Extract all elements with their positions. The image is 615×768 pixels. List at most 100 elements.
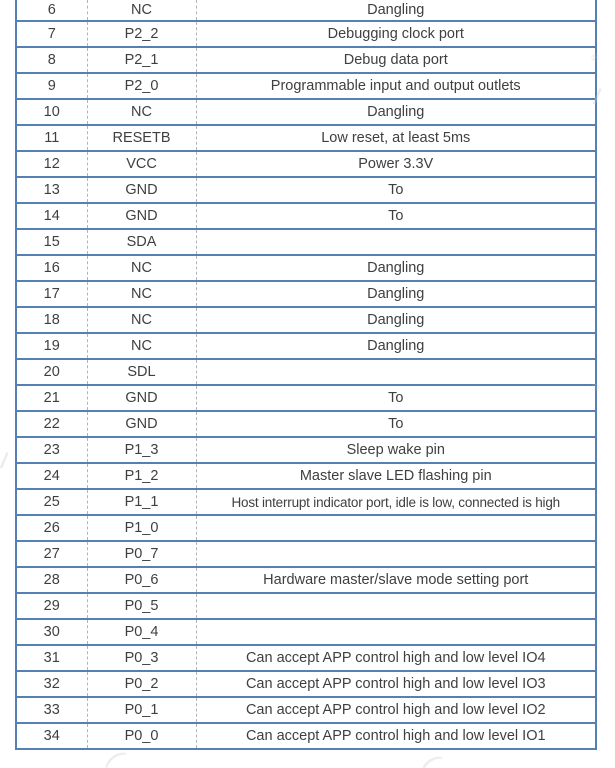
pin-description-cell <box>196 593 596 620</box>
table-row: 32 P0_2 Can accept APP control high and lo… <box>16 671 596 698</box>
table-row: 16 NC Dangling <box>16 255 596 282</box>
table-row: 29 P0_5 <box>16 593 596 620</box>
pin-description-cell: Dangling <box>196 281 596 308</box>
pin-name-cell: GND <box>87 411 197 438</box>
pin-description-cell: To <box>196 411 596 438</box>
pin-description-cell: Low reset, at least 5ms <box>196 125 596 152</box>
pin-description-cell: Can accept APP control high and low leve… <box>196 645 596 672</box>
pin-number-cell: 24 <box>16 463 88 490</box>
pin-description-cell: Dangling <box>196 0 596 22</box>
table-row: 24 P1_2 Master slave LED flashing pin <box>16 463 596 490</box>
pin-description-cell: Can accept APP control high and low leve… <box>196 723 596 750</box>
table-row: 12 VCC Power 3.3V <box>16 151 596 178</box>
pin-table-body: 6 NC Dangling 7 P2_2 Debugging clock port 8 P2_… <box>16 0 596 750</box>
table-row: 31 P0_3 Can accept APP control high and lo… <box>16 645 596 672</box>
pin-name-cell: P1_2 <box>87 463 197 490</box>
pin-number-cell: 9 <box>16 73 88 100</box>
pin-number-cell: 11 <box>16 125 88 152</box>
pin-name-cell: NC <box>87 307 197 334</box>
table-row: 25 P1_1 Host interrupt indicator port, idl… <box>16 489 596 516</box>
pin-description-cell: Dangling <box>196 99 596 126</box>
pin-number-cell: 6 <box>16 0 88 22</box>
watermark-fragment: / <box>0 447 10 474</box>
table-row: 8 P2_1 Debug data port <box>16 47 596 74</box>
pin-number-cell: 23 <box>16 437 88 464</box>
table-row: 11 RESETB Low reset, at least 5ms <box>16 125 596 152</box>
pin-number-cell: 19 <box>16 333 88 360</box>
table-row: 14 GND To <box>16 203 596 230</box>
pin-description-cell <box>196 541 596 568</box>
pin-description-cell: Can accept APP control high and low leve… <box>196 671 596 698</box>
pin-number-cell: 17 <box>16 281 88 308</box>
watermark-fragment: ( <box>417 748 448 768</box>
pin-description-cell: To <box>196 385 596 412</box>
table-row: 13 GND To <box>16 177 596 204</box>
table-row: 15 SDA <box>16 229 596 256</box>
table-row: 27 P0_7 <box>16 541 596 568</box>
pin-name-cell: NC <box>87 0 197 22</box>
pin-name-cell: GND <box>87 177 197 204</box>
pin-description-cell: To <box>196 203 596 230</box>
pin-name-cell: P0_0 <box>87 723 197 750</box>
pin-number-cell: 32 <box>16 671 88 698</box>
pin-name-cell: NC <box>87 99 197 126</box>
pin-name-cell: NC <box>87 333 197 360</box>
pin-number-cell: 15 <box>16 229 88 256</box>
table-row: 30 P0_4 <box>16 619 596 646</box>
pin-number-cell: 16 <box>16 255 88 282</box>
pin-number-cell: 13 <box>16 177 88 204</box>
pin-name-cell: P1_1 <box>87 489 197 516</box>
pin-name-cell: GND <box>87 385 197 412</box>
pin-description-cell: Host interrupt indicator port, idle is l… <box>196 489 596 516</box>
pin-name-cell: SDA <box>87 229 197 256</box>
pin-number-cell: 10 <box>16 99 88 126</box>
pin-name-cell: P1_3 <box>87 437 197 464</box>
pin-name-cell: P0_4 <box>87 619 197 646</box>
table-row: 26 P1_0 <box>16 515 596 542</box>
pin-name-cell: P0_3 <box>87 645 197 672</box>
pin-number-cell: 12 <box>16 151 88 178</box>
pin-description-cell: Debugging clock port <box>196 21 596 48</box>
pin-name-cell: NC <box>87 281 197 308</box>
table-row: 10 NC Dangling <box>16 99 596 126</box>
pin-description-cell: Can accept APP control high and low leve… <box>196 697 596 724</box>
pin-number-cell: 33 <box>16 697 88 724</box>
pin-description-cell: Master slave LED flashing pin <box>196 463 596 490</box>
pin-number-cell: 31 <box>16 645 88 672</box>
table-row: 9 P2_0 Programmable input and output outle… <box>16 73 596 100</box>
pin-description-cell: Debug data port <box>196 47 596 74</box>
pin-definition-table: 6 NC Dangling 7 P2_2 Debugging clock port 8 P2_… <box>15 0 597 750</box>
pin-number-cell: 34 <box>16 723 88 750</box>
pin-description-cell <box>196 229 596 256</box>
pin-number-cell: 20 <box>16 359 88 386</box>
pin-name-cell: P1_0 <box>87 515 197 542</box>
pin-number-cell: 8 <box>16 47 88 74</box>
table-row: 18 NC Dangling <box>16 307 596 334</box>
pin-description-cell <box>196 515 596 542</box>
pin-number-cell: 18 <box>16 307 88 334</box>
table-row: 7 P2_2 Debugging clock port <box>16 21 596 48</box>
pin-number-cell: 22 <box>16 411 88 438</box>
pin-number-cell: 25 <box>16 489 88 516</box>
table-row: 20 SDL <box>16 359 596 386</box>
pin-name-cell: P0_2 <box>87 671 197 698</box>
pin-name-cell: GND <box>87 203 197 230</box>
pin-name-cell: P0_7 <box>87 541 197 568</box>
pin-name-cell: P0_1 <box>87 697 197 724</box>
pin-number-cell: 27 <box>16 541 88 568</box>
table-row: 33 P0_1 Can accept APP control high and lo… <box>16 697 596 724</box>
pin-number-cell: 26 <box>16 515 88 542</box>
pin-name-cell: P2_2 <box>87 21 197 48</box>
pin-description-cell: To <box>196 177 596 204</box>
pin-name-cell: P0_5 <box>87 593 197 620</box>
pin-description-cell: Sleep wake pin <box>196 437 596 464</box>
pin-name-cell: VCC <box>87 151 197 178</box>
pin-number-cell: 14 <box>16 203 88 230</box>
table-row: 6 NC Dangling <box>16 0 596 22</box>
table-row: 21 GND To <box>16 385 596 412</box>
pin-name-cell: P0_6 <box>87 567 197 594</box>
table-row: 23 P1_3 Sleep wake pin <box>16 437 596 464</box>
pin-description-cell: Hardware master/slave mode setting port <box>196 567 596 594</box>
pin-number-cell: 7 <box>16 21 88 48</box>
